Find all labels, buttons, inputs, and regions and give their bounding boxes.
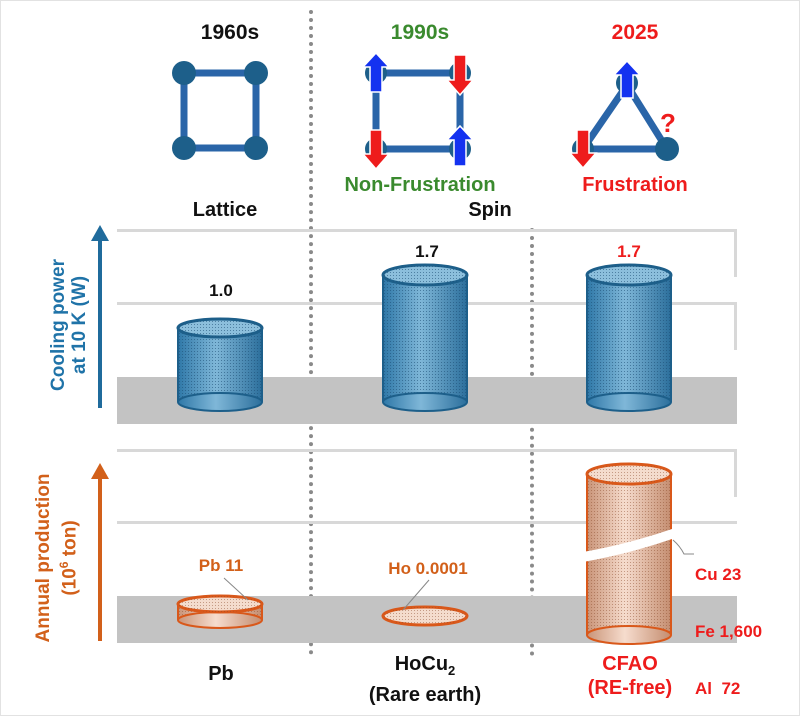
material-cfao: CFAO (RE-free) xyxy=(587,653,673,699)
material-hocu2: HoCu2 (Rare earth) xyxy=(368,653,482,706)
cooling-value-hocu2: 1.7 xyxy=(415,242,439,261)
leader-line-pb xyxy=(223,577,249,601)
divider-lattice-spin xyxy=(309,10,313,655)
frustrated-triangle-icon xyxy=(568,59,679,170)
production-disk-hocu2 xyxy=(381,605,469,627)
production-value-hocu2: Ho 0.0001 xyxy=(388,559,468,578)
leader-line-hocu2 xyxy=(402,579,430,611)
material-pb: Pb xyxy=(208,663,234,685)
divider-1990s-2025 xyxy=(530,228,534,656)
production-value-cfao: Cu 23 Fe 1,600 Al 72 xyxy=(695,565,763,698)
cooling-cylinder-hocu2 xyxy=(381,263,469,412)
frustration-caption: Frustration xyxy=(582,174,688,196)
cooling-value-pb: 1.0 xyxy=(209,281,233,300)
production-cylinder-pb xyxy=(176,594,264,629)
antiferromagnetic-square-icon xyxy=(361,51,475,171)
non-frustration-caption: Non-Frustration xyxy=(344,174,496,196)
production-axis-label: Annual production (106 ton) xyxy=(33,473,81,643)
production-grid-top xyxy=(117,449,737,452)
square-lattice-icon xyxy=(172,61,268,160)
category-lattice: Lattice xyxy=(192,199,258,221)
era-year-2025: 2025 xyxy=(611,21,659,44)
era-year-1990s: 1990s xyxy=(390,21,450,44)
cooling-grid-mid-right xyxy=(734,302,737,350)
era-year-1960s: 1960s xyxy=(200,21,260,44)
cooling-axis-arrow-icon xyxy=(91,225,109,408)
category-spin: Spin xyxy=(468,199,512,221)
production-value-pb: Pb 11 xyxy=(198,556,244,575)
cooling-axis-label: Cooling power at 10 K (W) xyxy=(48,259,90,391)
production-axis-arrow-icon xyxy=(91,463,109,641)
cooling-grid-top xyxy=(117,229,737,232)
cooling-grid-top-right xyxy=(734,229,737,277)
cooling-cylinder-pb xyxy=(176,317,264,412)
cooling-value-cfao: 1.7 xyxy=(617,242,641,261)
cooling-cylinder-cfao xyxy=(585,263,673,412)
leader-line-cfao xyxy=(672,539,694,555)
production-grid-top-right xyxy=(734,449,737,497)
production-cylinder-cfao xyxy=(583,462,675,645)
question-mark: ? xyxy=(660,108,676,138)
production-grid-mid xyxy=(117,521,737,524)
